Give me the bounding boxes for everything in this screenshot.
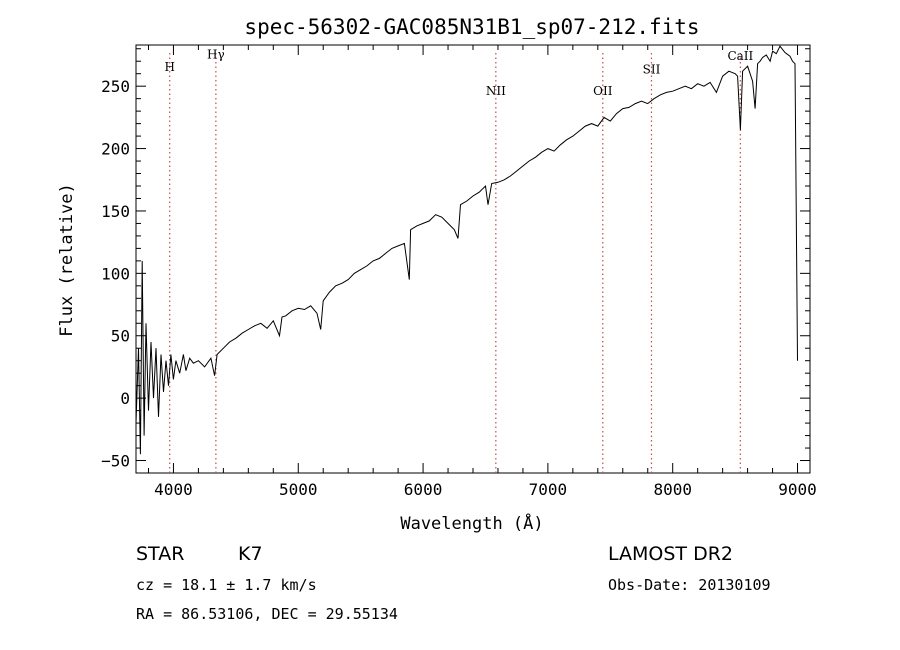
- y-tick-label: 100: [101, 264, 130, 283]
- spectral-line-label: H: [164, 60, 174, 74]
- spectral-line-label: Hγ: [207, 48, 225, 62]
- y-tick-label: 200: [101, 140, 130, 159]
- survey-name: LAMOST DR2: [608, 543, 733, 565]
- x-tick-label: 5000: [279, 480, 318, 499]
- coordinates-text: RA = 86.53106, DEC = 29.55134: [136, 605, 398, 623]
- y-axis-label: Flux (relative): [57, 183, 77, 337]
- spectral-line-label: OII: [593, 84, 613, 98]
- y-tick-label: 150: [101, 202, 130, 221]
- object-subclass: K7: [238, 543, 263, 565]
- x-tick-label: 4000: [154, 480, 193, 499]
- x-axis-ticks: 4000 5000 6000 7000 8000 9000: [147, 45, 817, 499]
- spectral-line-label: CaII: [727, 49, 753, 63]
- y-tick-label: 50: [111, 327, 130, 346]
- x-tick-label: 9000: [778, 480, 817, 499]
- y-tick-label: −50: [101, 452, 130, 471]
- y-axis-ticks: −50 0 50 100 150 200 250: [101, 48, 810, 471]
- x-tick-label: 7000: [529, 480, 568, 499]
- x-tick-label: 6000: [404, 480, 443, 499]
- spectrum-series-line: [135, 45, 798, 455]
- plot-frame: [135, 44, 811, 474]
- x-axis-label: Wavelength (Å): [400, 512, 543, 534]
- spectral-line-label: SII: [643, 63, 661, 77]
- chart-title: spec-56302-GAC085N31B1_sp07-212.fits: [244, 15, 699, 39]
- object-class: STAR: [136, 543, 184, 565]
- spectral-line-label: NII: [486, 84, 506, 98]
- spectral-line-markers: H Hγ NII OII SII CaII: [164, 48, 754, 473]
- y-tick-label: 250: [101, 77, 130, 96]
- redshift-text: cz = 18.1 ± 1.7 km/s: [136, 576, 317, 594]
- x-tick-label: 8000: [653, 480, 692, 499]
- observation-date: Obs-Date: 20130109: [608, 576, 771, 594]
- y-tick-label: 0: [120, 389, 130, 408]
